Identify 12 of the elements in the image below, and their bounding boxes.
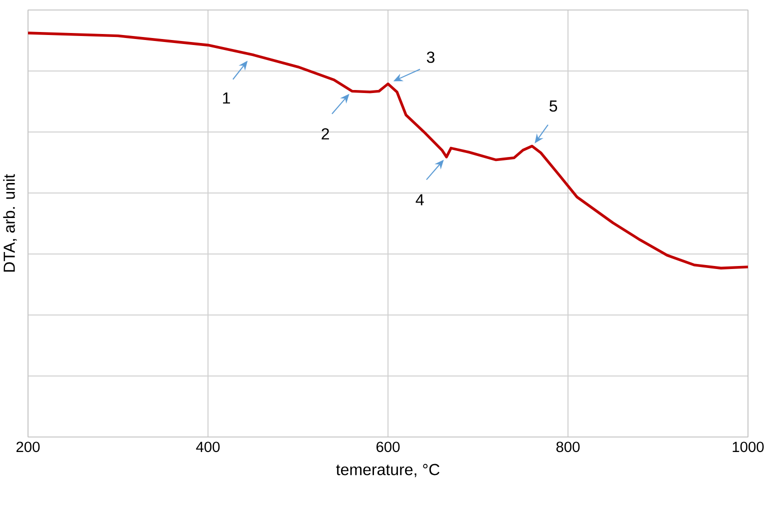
x-tick-label: 200: [16, 442, 40, 452]
annotation: 3: [426, 52, 434, 63]
annotation: 4: [416, 194, 424, 206]
x-tick-label: 1000: [732, 442, 764, 452]
x-tick-label: 400: [196, 442, 220, 452]
y-axis-title: DTA, arb. unit: [3, 174, 17, 272]
x-axis-title: temerature, °C: [336, 464, 440, 478]
x-tick-label: 800: [556, 442, 580, 452]
x-tick-label: 600: [376, 442, 400, 452]
annotation: 5: [550, 100, 558, 112]
annotation: 1: [223, 92, 230, 104]
annotation: 2: [322, 128, 329, 140]
